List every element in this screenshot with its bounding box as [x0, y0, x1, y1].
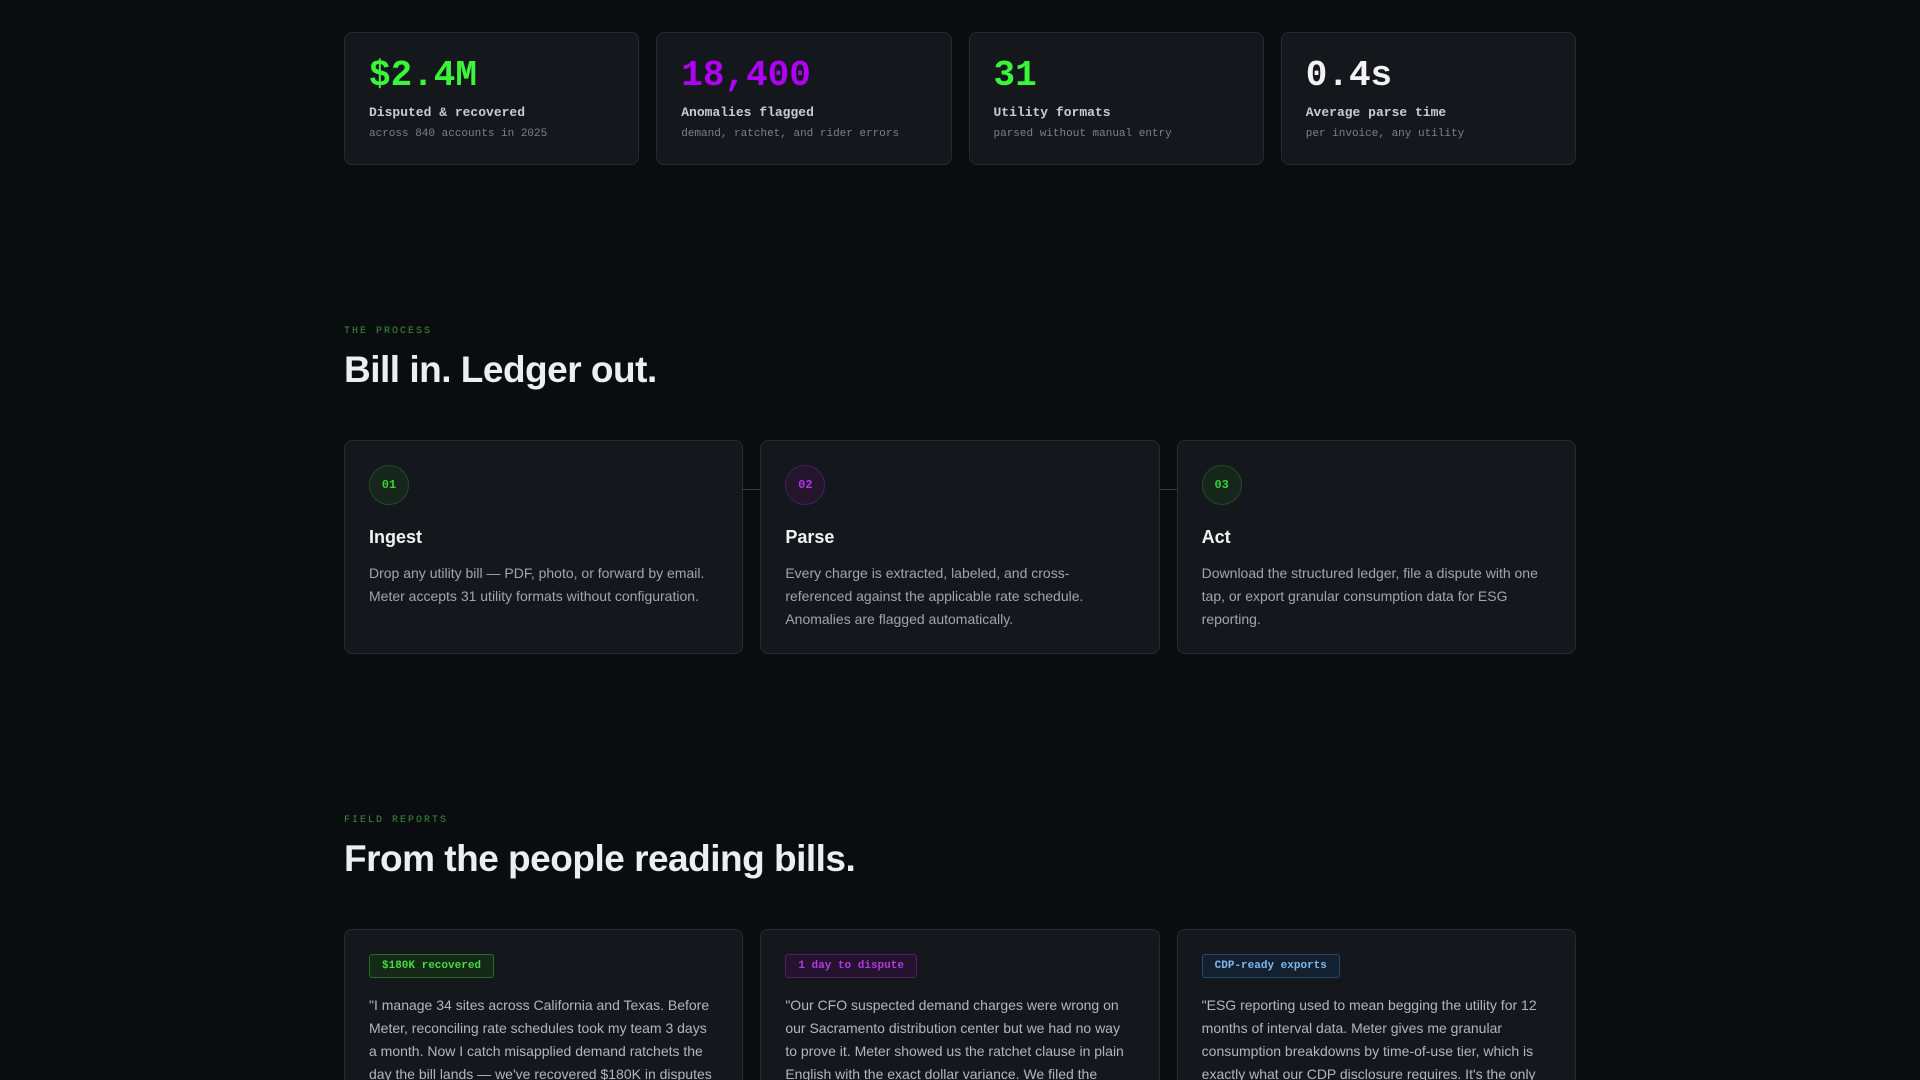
- section-title: From the people reading bills.: [344, 838, 856, 879]
- section-eyebrow: FIELD REPORTS: [344, 815, 449, 826]
- step-number: 03: [1201, 465, 1242, 505]
- stat-card-formats: 31 Utility formats parsed without manual…: [968, 32, 1264, 165]
- result-badge: CDP-ready exports: [1201, 954, 1340, 978]
- testimonial-card: $180K recovered "I manage 34 sites acros…: [344, 929, 744, 1080]
- step-title: Parse: [785, 527, 835, 547]
- testimonial-card: CDP-ready exports "ESG reporting used to…: [1176, 929, 1576, 1080]
- stat-value: 18,400: [681, 55, 811, 96]
- stat-sub: across 840 accounts in 2025: [369, 128, 548, 140]
- stat-sub: per invoice, any utility: [1305, 128, 1465, 140]
- stat-label: Utility formats: [993, 105, 1111, 120]
- stats-row: $2.4M Disputed & recovered across 840 ac…: [344, 32, 1576, 165]
- section-title: Bill in. Ledger out.: [344, 349, 657, 390]
- testimonial-text: "I manage 34 sites across California and…: [369, 997, 712, 1080]
- testimonials: $180K recovered "I manage 34 sites acros…: [344, 929, 1576, 1080]
- testimonial-text: "ESG reporting used to mean begging the …: [1201, 997, 1537, 1080]
- stat-label: Anomalies flagged: [681, 105, 814, 120]
- stat-sub: demand, ratchet, and rider errors: [681, 128, 900, 140]
- step-connector: [1158, 489, 1177, 490]
- stat-card-recovered: $2.4M Disputed & recovered across 840 ac…: [344, 32, 640, 165]
- stat-card-parse-time: 0.4s Average parse time per invoice, any…: [1280, 32, 1576, 165]
- step-number: 02: [785, 465, 826, 505]
- result-badge: $180K recovered: [369, 954, 495, 978]
- step-description: Drop any utility bill — PDF, photo, or f…: [369, 565, 705, 604]
- process-header: THE PROCESS Bill in. Ledger out.: [344, 326, 1576, 391]
- step-card-ingest: 01 Ingest Drop any utility bill — PDF, p…: [344, 440, 761, 654]
- step-description: Download the structured ledger, file a d…: [1201, 565, 1538, 627]
- step-connector: [742, 489, 761, 490]
- result-badge: 1 day to dispute: [785, 954, 917, 978]
- stat-label: Disputed & recovered: [369, 105, 526, 120]
- step-number: 01: [369, 465, 409, 505]
- step-description: Every charge is extracted, labeled, and …: [785, 565, 1084, 627]
- stat-card-anomalies: 18,400 Anomalies flagged demand, ratchet…: [656, 32, 952, 165]
- stat-value: $2.4M: [369, 55, 478, 96]
- step-title: Ingest: [369, 527, 423, 547]
- process-steps: 01 Ingest Drop any utility bill — PDF, p…: [344, 440, 1576, 654]
- stat-value: 0.4s: [1305, 55, 1393, 96]
- section-eyebrow: THE PROCESS: [344, 326, 433, 337]
- testimonial-card: 1 day to dispute "Our CFO suspected dema…: [760, 929, 1160, 1080]
- step-card-act: 03 Act Download the structured ledger, f…: [1176, 440, 1576, 654]
- step-card-parse: 02 Parse Every charge is extracted, labe…: [760, 440, 1177, 654]
- step-title: Act: [1201, 527, 1231, 547]
- stat-sub: parsed without manual entry: [993, 128, 1172, 140]
- stat-value: 31: [993, 55, 1037, 96]
- testimonial-text: "Our CFO suspected demand charges were w…: [785, 997, 1124, 1080]
- stat-label: Average parse time: [1305, 105, 1447, 120]
- reports-header: FIELD REPORTS From the people reading bi…: [344, 815, 1576, 880]
